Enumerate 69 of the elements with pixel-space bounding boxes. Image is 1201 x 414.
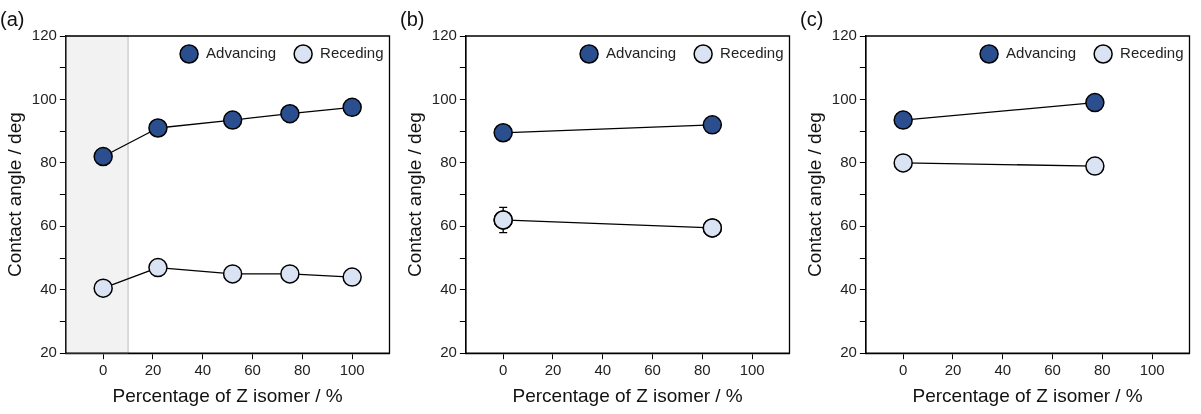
x-tick-label: 20 — [144, 361, 162, 379]
y-tick-label: 40 — [840, 279, 857, 297]
point — [493, 123, 513, 143]
y-tick-label: 100 — [831, 89, 857, 107]
y-tick-label: 100 — [431, 89, 457, 107]
point — [893, 110, 913, 130]
y-tick-label: 80 — [840, 153, 857, 171]
x-tick-label: 80 — [694, 361, 711, 379]
point — [93, 146, 113, 167]
legend-label: Advancing — [1006, 44, 1077, 62]
point — [1085, 156, 1105, 176]
x-tick-label: 0 — [99, 361, 108, 379]
y-tick-label: 60 — [840, 216, 857, 234]
y-tick-label: 40 — [440, 279, 457, 297]
x-tick-label: 40 — [994, 361, 1012, 379]
y-tick-label: 120 — [431, 26, 457, 44]
y-tick-label: 80 — [40, 153, 57, 171]
point — [893, 153, 913, 173]
point — [342, 267, 362, 287]
x-axis-title: Percentage of Z isomer / % — [112, 384, 343, 406]
x-tick-label: 40 — [194, 361, 212, 379]
point — [222, 110, 243, 130]
chart-title: (a) — [0, 7, 25, 30]
point — [702, 218, 723, 238]
point — [1085, 92, 1105, 113]
x-tick-label: 60 — [1044, 361, 1061, 379]
y-tick-label: 100 — [31, 89, 57, 107]
y-axis-title: Contact angle / deg — [803, 112, 825, 277]
legend-label: Receding — [320, 44, 384, 62]
legend-label: Advancing — [206, 44, 277, 62]
chart-title: (c) — [800, 7, 824, 30]
x-tick-label: 20 — [544, 361, 562, 379]
x-tick-label: 0 — [499, 361, 508, 379]
y-axis-title: Contact angle / deg — [403, 112, 425, 277]
y-tick-label: 20 — [440, 343, 457, 361]
point — [342, 97, 362, 118]
x-tick-label: 100 — [1139, 361, 1165, 379]
x-tick-label: 80 — [294, 361, 311, 379]
point — [93, 278, 113, 298]
y-axis-title: Contact angle / deg — [3, 112, 25, 277]
point — [702, 115, 723, 135]
x-tick-label: 0 — [899, 361, 908, 379]
x-tick-label: 60 — [244, 361, 261, 379]
legend-label: Receding — [1120, 44, 1184, 62]
x-tick-label: 60 — [644, 361, 661, 379]
x-tick-label: 40 — [594, 361, 612, 379]
y-tick-label: 60 — [40, 216, 57, 234]
x-tick-label: 80 — [1094, 361, 1111, 379]
y-tick-label: 120 — [831, 26, 857, 44]
y-tick-label: 40 — [40, 279, 57, 297]
legend-label: Receding — [720, 44, 784, 62]
y-tick-label: 120 — [31, 26, 57, 44]
chart-title: (b) — [400, 7, 425, 30]
y-tick-label: 60 — [440, 216, 457, 234]
point — [222, 264, 243, 284]
x-tick-label: 20 — [944, 361, 962, 379]
legend-label: Advancing — [606, 44, 677, 62]
point — [148, 118, 168, 138]
x-axis-title: Percentage of Z isomer / % — [912, 384, 1143, 406]
point — [493, 210, 513, 230]
point — [148, 257, 168, 278]
x-tick-label: 100 — [339, 361, 365, 379]
y-tick-label: 80 — [440, 153, 457, 171]
point — [280, 264, 300, 284]
x-tick-label: 100 — [739, 361, 765, 379]
x-axis-title: Percentage of Z isomer / % — [512, 384, 743, 406]
point — [280, 103, 300, 124]
y-tick-label: 20 — [40, 343, 57, 361]
y-tick-label: 20 — [840, 343, 857, 361]
